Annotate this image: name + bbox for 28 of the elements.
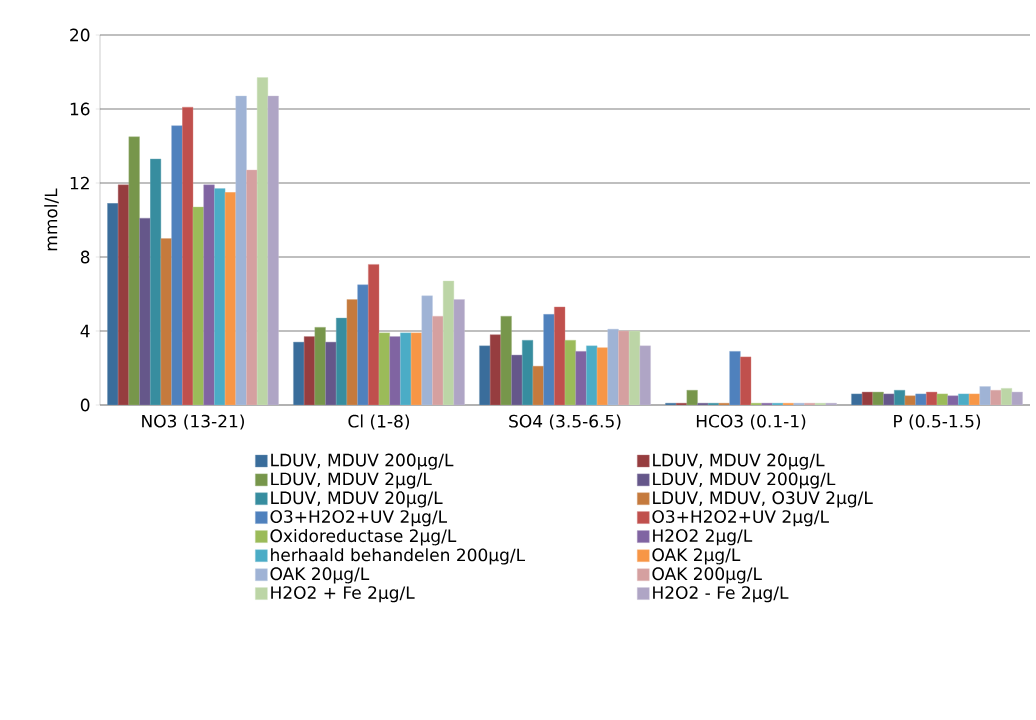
x-tick-label: P (0.5-1.5) [894,414,981,430]
x-tick-label: SO4 (3.5-6.5) [509,414,621,430]
legend-label: OAK 200µg/L [652,567,762,584]
legend-label: O3+H2O2+UV 2µg/L [270,510,448,527]
y-tick-label: 16 [70,102,90,116]
legend-label: H2O2 + Fe 2µg/L [271,586,415,603]
legend-label: Oxidoreductase 2µg/L [270,529,457,546]
legend-label: H2O2 2µg/L [653,529,753,546]
legend-label: herhaald behandelen 200µg/L [271,548,526,565]
y-tick-label: 12 [70,176,89,190]
legend-label: LDUV, MDUV 200µg/L [653,472,836,489]
legend-label: OAK 20µg/L [270,567,370,584]
legend-label: LDUV, MDUV 20µg/L [653,453,825,470]
x-tick-label: HCO3 (0.1-1) [696,414,806,430]
x-tick-label: NO3 (13-21) [142,414,244,430]
x-tick-label: Cl (1-8) [348,414,410,430]
y-tick-label: 4 [80,324,90,338]
legend-label: LDUV, MDUV 2µg/L [271,472,432,489]
legend-label: LDUV, MDUV 200µg/L [271,453,454,470]
y-tick-label: 0 [80,398,90,412]
y-tick-label: 8 [80,250,90,264]
legend-label: OAK 2µg/L [652,548,741,565]
legend-label: LDUV, MDUV, O3UV 2µg/L [653,491,873,508]
y-axis-title: mmol/L [44,188,59,251]
legend-label: O3+H2O2+UV 2µg/L [652,510,829,527]
legend-label: H2O2 - Fe 2µg/L [653,586,789,603]
y-tick-label: 20 [70,28,90,42]
legend-label: LDUV, MDUV 20µg/L [271,491,443,508]
